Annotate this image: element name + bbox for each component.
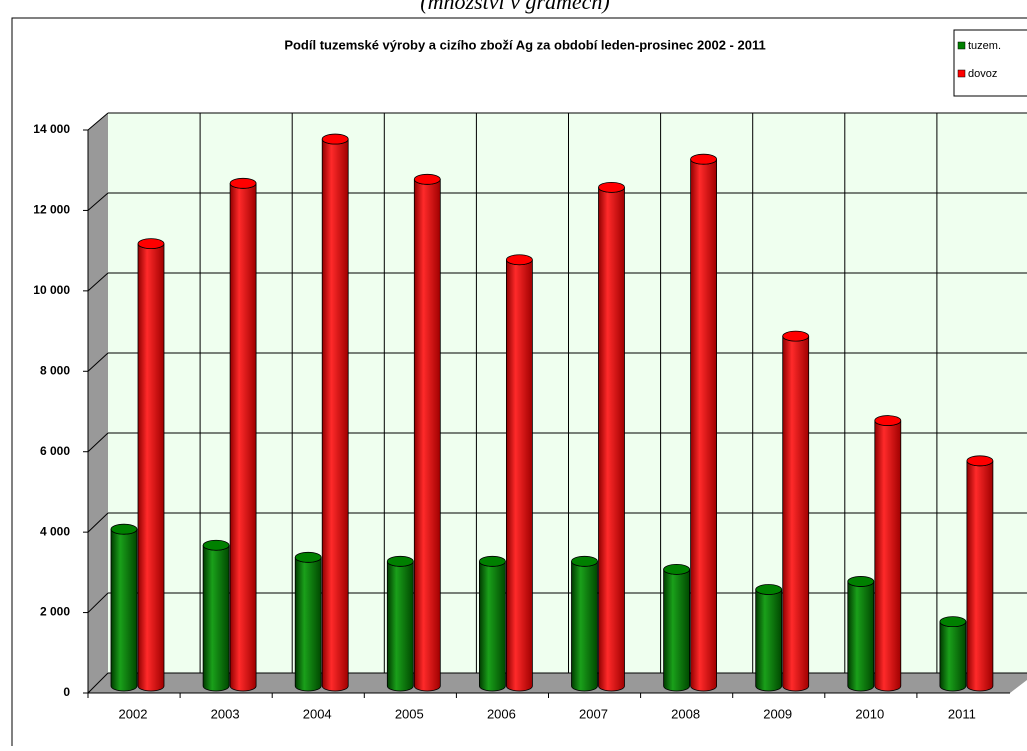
chart-title: Podíl tuzemské výroby a cizího zboží Ag … — [284, 37, 765, 52]
bar — [321, 133, 349, 692]
bar-body — [479, 561, 506, 692]
bar — [229, 177, 257, 692]
bar — [690, 153, 717, 692]
bar — [571, 555, 598, 692]
y-tick-label: 6 000 — [40, 444, 70, 458]
bar-body — [847, 581, 875, 692]
bar-body — [874, 420, 902, 692]
bar-top — [939, 616, 967, 628]
x-tick-label: 2002 — [119, 706, 148, 721]
bar-top — [229, 177, 257, 189]
bar-top — [571, 555, 598, 567]
bar-top — [506, 254, 533, 266]
x-tick-label: 2008 — [671, 706, 700, 721]
y-tick-label: 12 000 — [33, 203, 70, 217]
bar — [137, 238, 165, 692]
subtitle: (množství v gramech) — [420, 0, 609, 14]
y-tick-label: 10 000 — [33, 283, 70, 297]
grid-line — [87, 592, 109, 613]
grid-line — [87, 672, 109, 694]
bar-body — [966, 460, 994, 692]
bar-top — [321, 133, 349, 145]
x-tick-label: 2009 — [763, 706, 792, 721]
x-tick-label: 2005 — [395, 706, 424, 721]
bar-body — [939, 621, 967, 692]
bar — [598, 181, 625, 692]
y-tick-label: 4 000 — [40, 524, 70, 538]
y-tick-label: 0 — [63, 685, 70, 699]
y-tick-label: 2 000 — [40, 605, 70, 619]
bar-top — [966, 455, 994, 467]
grid-line — [87, 432, 109, 453]
x-tick-label: 2010 — [855, 706, 884, 721]
bar-body — [690, 159, 717, 692]
legend: tuzem. dovoz — [953, 29, 1027, 97]
bar-body — [571, 561, 598, 692]
bar-top — [782, 330, 810, 342]
bar-top — [478, 555, 506, 567]
bar — [966, 455, 994, 692]
bar-body — [229, 183, 257, 692]
bar-body — [294, 557, 322, 692]
bar — [478, 555, 506, 692]
bar-top — [847, 576, 875, 587]
bar-body — [506, 259, 533, 692]
bar — [294, 551, 322, 692]
bar-top — [663, 563, 690, 575]
bar-body — [386, 561, 414, 692]
grid-line — [87, 512, 109, 533]
bar-top — [598, 181, 625, 193]
back-wall — [108, 113, 1027, 673]
bar-body — [110, 529, 138, 692]
y-tick-label: 8 000 — [40, 363, 70, 377]
bar-top — [386, 555, 414, 567]
legend-box — [953, 29, 1027, 97]
bar-top — [294, 551, 322, 563]
legend-swatch — [957, 69, 966, 78]
x-tick-label: 2006 — [487, 706, 516, 721]
bar-body — [137, 243, 165, 692]
bar — [874, 415, 902, 692]
bar-body — [598, 187, 625, 692]
bar — [110, 523, 138, 692]
grid-line — [87, 272, 109, 292]
bar-top — [110, 523, 138, 535]
bar-body — [202, 545, 230, 692]
bar — [663, 563, 690, 692]
grid-line — [87, 192, 109, 211]
grid-line — [87, 352, 109, 372]
legend-swatch — [957, 41, 966, 50]
bar-body — [321, 138, 349, 692]
grid-line — [87, 112, 109, 131]
bar — [413, 173, 441, 692]
bar-top — [137, 238, 165, 250]
bar — [847, 576, 875, 692]
bar — [755, 584, 783, 692]
side-wall — [88, 113, 108, 693]
bar-body — [663, 569, 690, 692]
bar-body — [782, 336, 810, 692]
bar — [939, 616, 967, 692]
bar — [386, 555, 414, 692]
x-tick-label: 2004 — [303, 706, 332, 721]
bar — [782, 330, 810, 692]
bar — [202, 539, 230, 692]
bar-top — [690, 153, 717, 165]
x-tick-label: 2011 — [948, 706, 976, 721]
bar — [506, 254, 533, 692]
legend-label: tuzem. — [968, 40, 1001, 52]
x-tick-label: 2007 — [579, 706, 608, 721]
bar-top — [874, 415, 902, 426]
bar-body — [755, 589, 783, 692]
bar-top — [755, 584, 783, 595]
y-tick-label: 14 000 — [33, 122, 70, 136]
x-tick-label: 2003 — [211, 706, 240, 721]
bar-top — [413, 173, 441, 185]
bar-body — [413, 179, 441, 692]
bar-top — [202, 539, 230, 551]
legend-label: dovoz — [968, 68, 997, 80]
